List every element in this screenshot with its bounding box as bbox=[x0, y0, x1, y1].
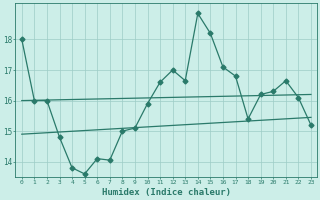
X-axis label: Humidex (Indice chaleur): Humidex (Indice chaleur) bbox=[102, 188, 231, 197]
